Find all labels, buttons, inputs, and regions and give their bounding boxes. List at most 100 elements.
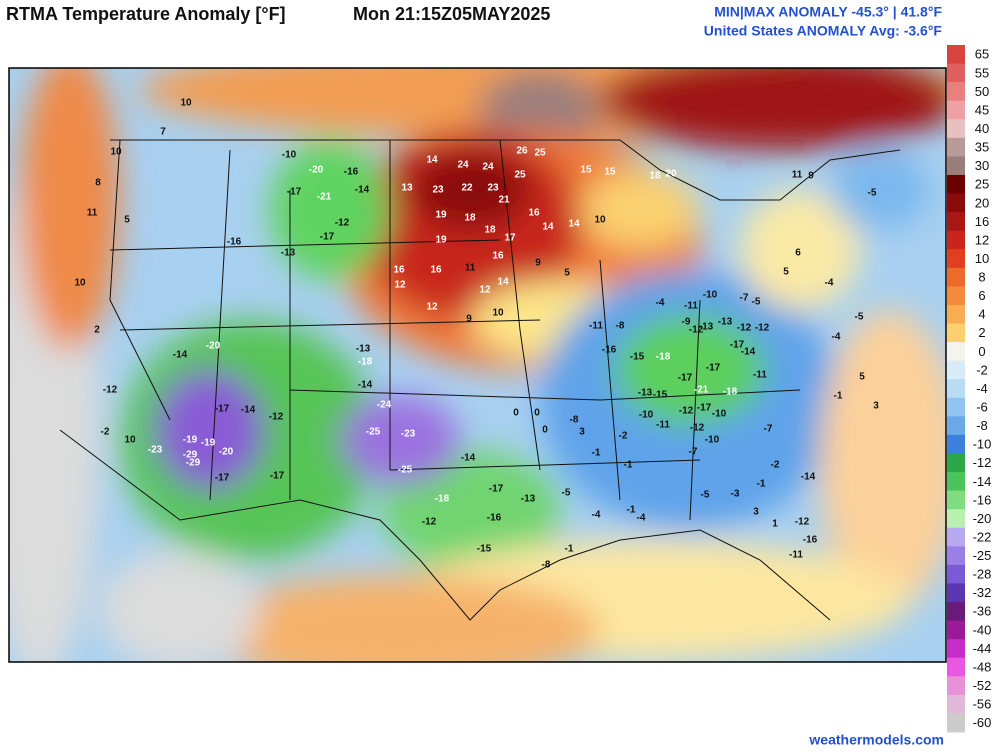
station-value: -11 bbox=[656, 420, 670, 431]
station-value: 16 bbox=[393, 265, 405, 276]
station-value: 17 bbox=[504, 233, 516, 244]
station-value: -17 bbox=[270, 471, 285, 482]
colorbar-swatch bbox=[947, 342, 965, 362]
colorbar-label: -4 bbox=[976, 381, 988, 396]
station-value: 10 bbox=[74, 278, 86, 289]
colorbar-swatch bbox=[947, 397, 965, 417]
station-value: -16 bbox=[344, 167, 359, 178]
colorbar-label: -36 bbox=[973, 604, 992, 619]
station-value: 12 bbox=[394, 280, 406, 291]
station-value: -14 bbox=[358, 380, 373, 391]
station-value: -21 bbox=[694, 385, 709, 396]
station-value: 24 bbox=[482, 162, 494, 173]
blob bbox=[410, 150, 530, 230]
station-value: -2 bbox=[619, 431, 628, 442]
station-value: -10 bbox=[282, 150, 297, 161]
station-value: 0 bbox=[534, 408, 540, 419]
station-value: 11 bbox=[465, 263, 476, 274]
station-value: -23 bbox=[401, 429, 416, 440]
station-value: 10 bbox=[180, 98, 192, 109]
station-value: -4 bbox=[832, 332, 841, 343]
station-value: 24 bbox=[457, 160, 469, 171]
station-value: 10 bbox=[492, 308, 504, 319]
station-value: -17 bbox=[678, 373, 693, 384]
station-value: -20 bbox=[206, 341, 221, 352]
valid-time: Mon 21:15Z05MAY2025 bbox=[353, 4, 550, 24]
colorbar-swatch bbox=[947, 45, 965, 65]
average: United States ANOMALY Avg: -3.6°F bbox=[704, 23, 943, 39]
station-value: 11 bbox=[792, 170, 803, 181]
station-value: -17 bbox=[730, 340, 745, 351]
colorbar-label: 8 bbox=[978, 270, 985, 285]
colorbar-label: 25 bbox=[975, 177, 989, 192]
station-value: -4 bbox=[592, 510, 601, 521]
station-value: -17 bbox=[697, 403, 712, 414]
station-value: 21 bbox=[498, 195, 510, 206]
blob bbox=[270, 140, 390, 280]
station-value: -16 bbox=[227, 237, 242, 248]
station-value: 1 bbox=[772, 519, 778, 530]
colorbar-label: -14 bbox=[973, 474, 992, 489]
colorbar-swatch bbox=[947, 249, 965, 269]
station-value: 5 bbox=[124, 215, 130, 226]
station-value: 23 bbox=[432, 185, 444, 196]
colorbar-swatch bbox=[947, 602, 965, 622]
colorbar-label: -52 bbox=[973, 678, 992, 693]
min-max: MIN|MAX ANOMALY -45.3° | 41.8°F bbox=[714, 4, 942, 20]
station-value: -11 bbox=[753, 370, 767, 381]
colorbar-swatch bbox=[947, 267, 965, 287]
colorbar-swatch bbox=[947, 82, 965, 102]
station-value: -4 bbox=[656, 298, 665, 309]
station-value: -16 bbox=[803, 535, 818, 546]
station-value: 18 bbox=[649, 171, 661, 182]
colorbar-label: 55 bbox=[975, 65, 989, 80]
colorbar-swatch bbox=[947, 286, 965, 306]
station-value: 11 bbox=[87, 208, 98, 219]
station-value: 14 bbox=[426, 155, 438, 166]
station-value: -12 bbox=[269, 412, 284, 423]
station-value: -1 bbox=[757, 479, 766, 490]
station-value: -1 bbox=[592, 448, 601, 459]
colorbar-label: 2 bbox=[978, 325, 985, 340]
station-value: 18 bbox=[464, 213, 476, 224]
colorbar: 65555045403530252016121086420-2-4-6-8-10… bbox=[947, 45, 991, 733]
station-value: -15 bbox=[477, 544, 492, 555]
colorbar-label: -60 bbox=[973, 715, 992, 730]
colorbar-label: -8 bbox=[976, 418, 988, 433]
station-value: -2 bbox=[101, 427, 110, 438]
station-value: -15 bbox=[653, 390, 668, 401]
colorbar-swatch bbox=[947, 713, 965, 733]
colorbar-swatch bbox=[947, 63, 965, 83]
colorbar-label: -32 bbox=[973, 585, 992, 600]
station-value: -21 bbox=[317, 192, 332, 203]
colorbar-swatch bbox=[947, 156, 965, 176]
station-value: 8 bbox=[95, 178, 101, 189]
station-value: -16 bbox=[487, 513, 502, 524]
station-value: -12 bbox=[679, 406, 694, 417]
station-value: -12 bbox=[103, 385, 118, 396]
blob bbox=[580, 170, 700, 250]
station-value: -20 bbox=[219, 447, 234, 458]
station-value: 19 bbox=[435, 210, 447, 221]
colorbar-swatch bbox=[947, 472, 965, 492]
colorbar-swatch bbox=[947, 639, 965, 659]
colorbar-label: 10 bbox=[975, 251, 989, 266]
colorbar-label: -56 bbox=[973, 697, 992, 712]
colorbar-swatch bbox=[947, 694, 965, 714]
station-value: 16 bbox=[492, 251, 504, 262]
station-value: -13 bbox=[638, 388, 653, 399]
colorbar-swatch bbox=[947, 100, 965, 120]
station-value: -1 bbox=[834, 391, 843, 402]
colorbar-label: -6 bbox=[976, 400, 988, 415]
station-value: -12 bbox=[689, 325, 704, 336]
blob bbox=[155, 370, 265, 490]
station-value: 18 bbox=[484, 225, 496, 236]
colorbar-label: -12 bbox=[973, 455, 992, 470]
station-value: -4 bbox=[637, 513, 646, 524]
footer: weathermodels.com bbox=[808, 732, 944, 748]
station-value: -5 bbox=[701, 490, 710, 501]
colorbar-label: 65 bbox=[975, 47, 989, 62]
